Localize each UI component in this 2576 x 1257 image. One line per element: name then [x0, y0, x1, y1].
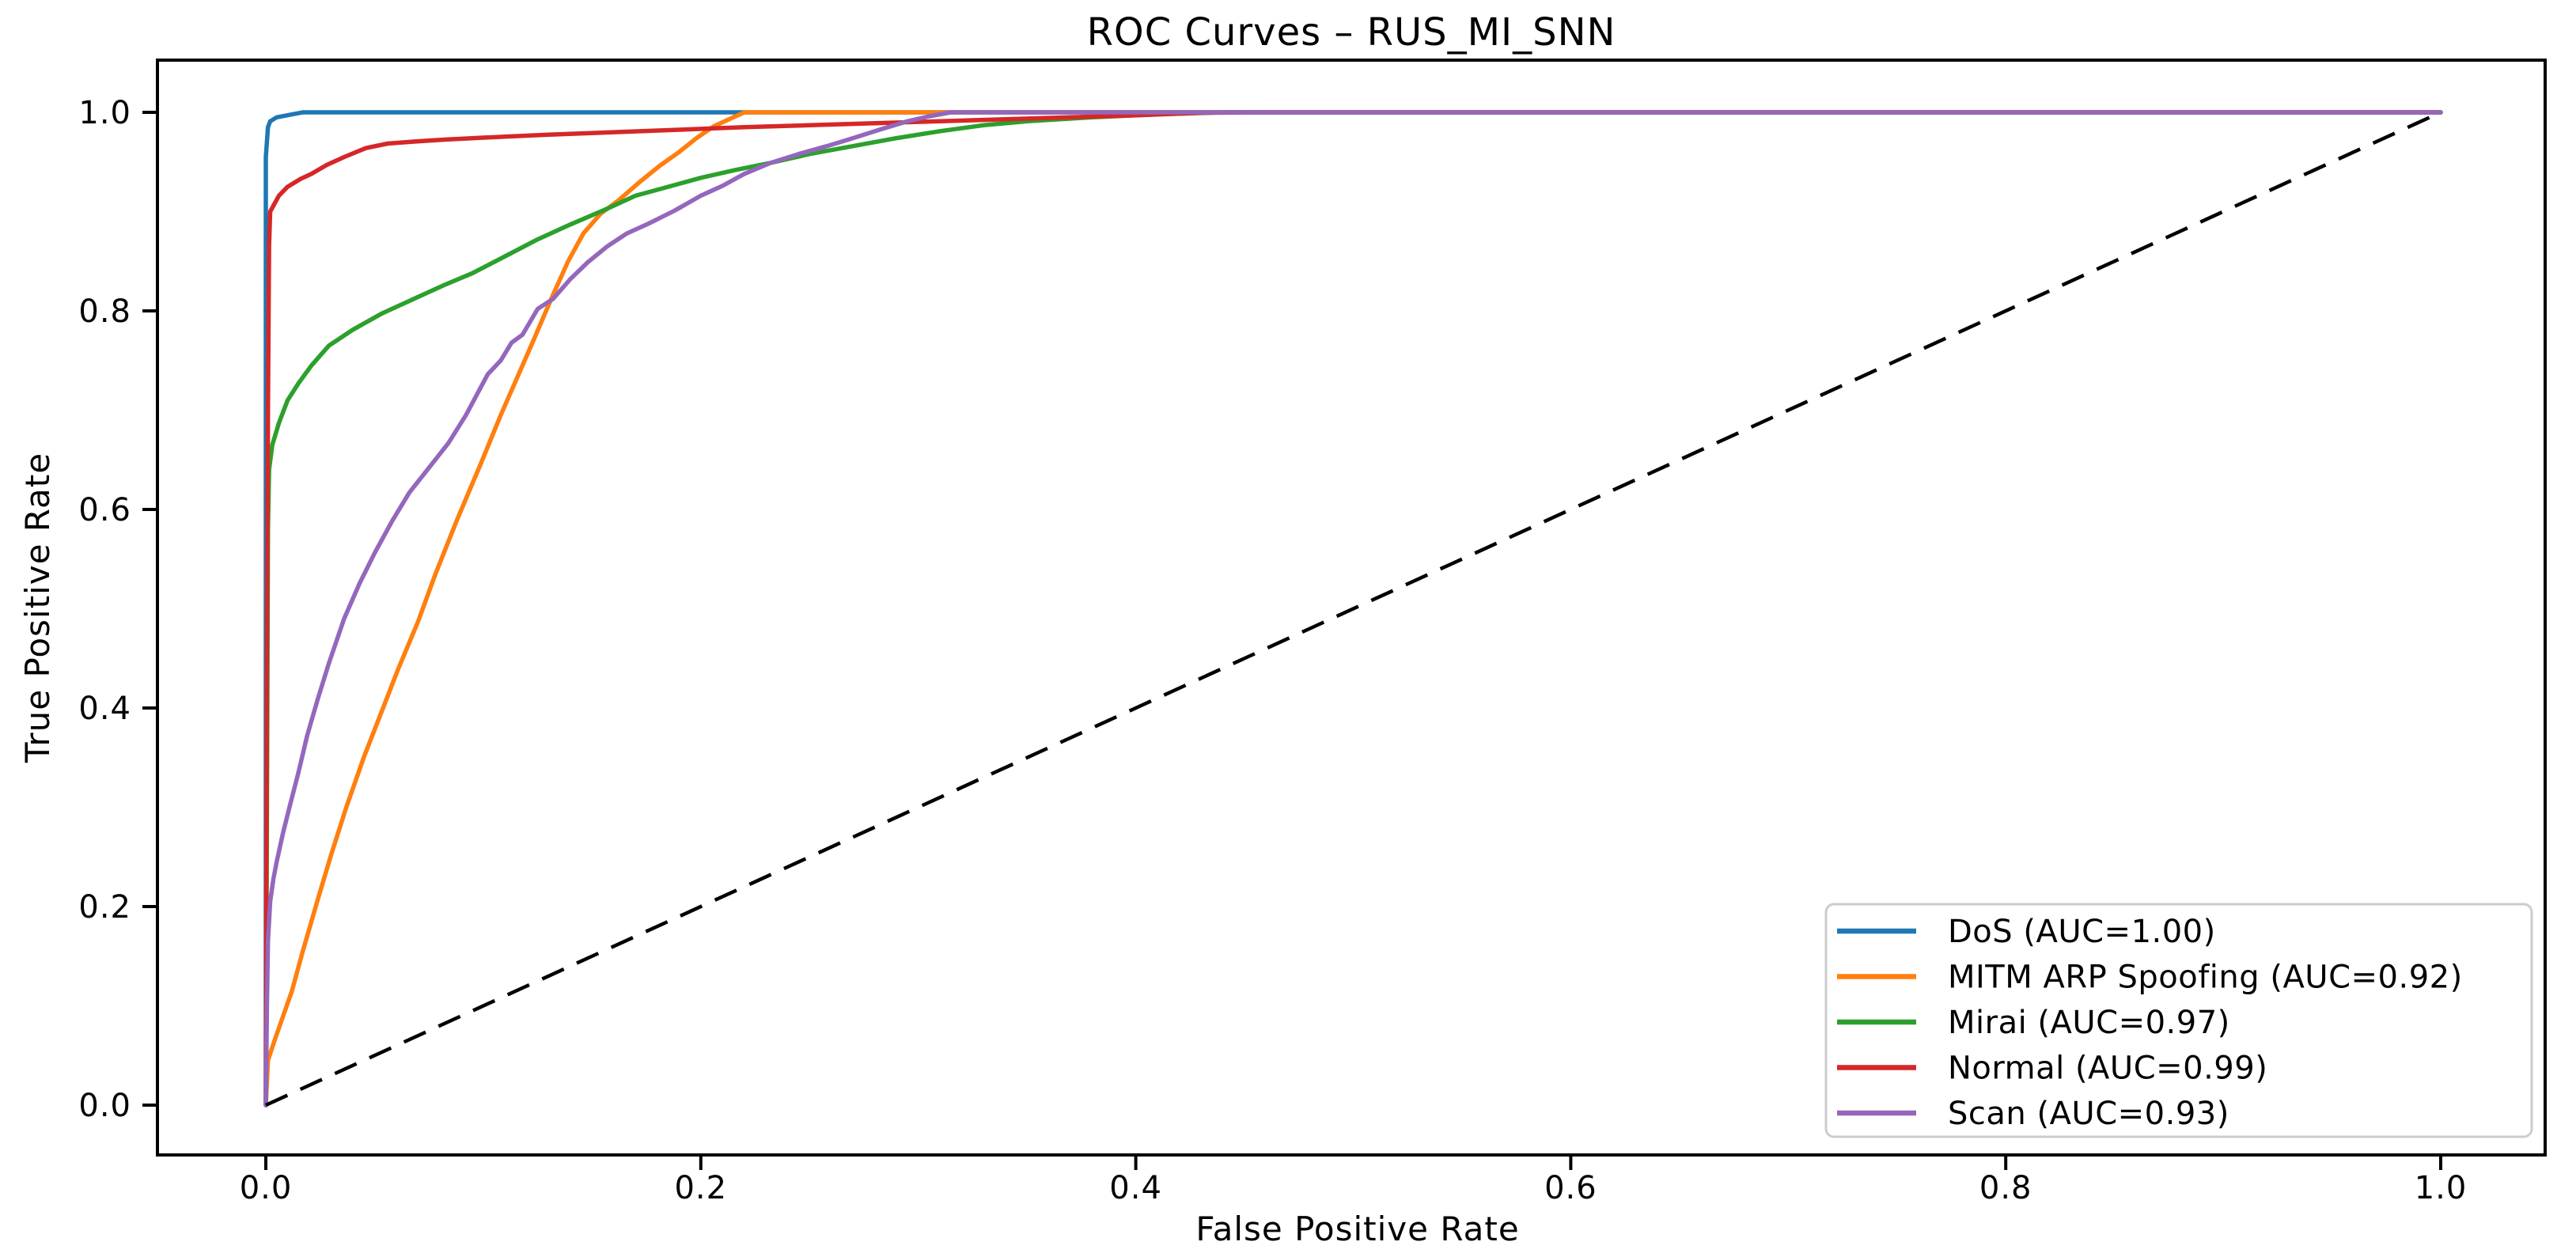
chance-diagonal-line	[265, 110, 2442, 1107]
legend-label: MITM ARP Spoofing (AUC=0.92)	[1948, 960, 2463, 996]
y-axis-label: True Positive Rate	[18, 452, 57, 763]
x-tick-label: 1.0	[2415, 1170, 2468, 1206]
x-tick-label: 0.4	[1109, 1170, 1162, 1206]
legend-box	[1824, 903, 2533, 1138]
roc-curve-scan	[263, 110, 2443, 1107]
legend-label: Mirai (AUC=0.97)	[1948, 1005, 2230, 1041]
roc-curve-mirai	[263, 110, 2443, 1107]
legend-row-mirai: Mirai (AUC=0.97)	[1837, 1005, 2230, 1041]
roc-curve-dos	[263, 110, 2443, 1107]
x-tick-label: 0.0	[240, 1170, 293, 1206]
x-tick-label: 0.8	[1979, 1170, 2032, 1206]
legend-label: Normal (AUC=0.99)	[1948, 1051, 2267, 1087]
x-tick-label: 0.6	[1544, 1170, 1597, 1206]
legend-row-dos: DoS (AUC=1.00)	[1837, 914, 2216, 950]
y-axis-tick-labels: 0.0 0.2 0.4 0.6 0.8 1.0	[78, 95, 131, 1124]
x-axis-tick-labels: 0.0 0.2 0.4 0.6 0.8 1.0	[240, 1170, 2468, 1206]
legend-row-scan: Scan (AUC=0.93)	[1837, 1096, 2229, 1132]
y-tick-label: 1.0	[78, 95, 131, 131]
roc-curve-normal	[263, 110, 2443, 1107]
legend: DoS (AUC=1.00) MITM ARP Spoofing (AUC=0.9…	[1824, 903, 2533, 1138]
y-axis-ticks	[142, 111, 157, 1107]
legend-label: Scan (AUC=0.93)	[1948, 1096, 2229, 1132]
legend-row-mitm-arp-spoofing: MITM ARP Spoofing (AUC=0.92)	[1837, 960, 2463, 996]
roc-curve-mitm-arp-spoofing	[263, 110, 2443, 1107]
legend-label: DoS (AUC=1.00)	[1948, 914, 2216, 950]
y-tick-label: 0.2	[78, 889, 131, 926]
x-tick-label: 0.2	[674, 1170, 727, 1206]
y-tick-label: 0.8	[78, 293, 131, 330]
x-axis-ticks	[264, 1155, 2442, 1170]
x-axis-label: False Positive Rate	[1195, 1210, 1519, 1248]
chart-title: ROC Curves – RUS_MI_SNN	[1087, 10, 1616, 55]
y-tick-label: 0.6	[78, 492, 131, 528]
legend-row-normal: Normal (AUC=0.99)	[1837, 1051, 2267, 1087]
roc-curves	[263, 110, 2443, 1107]
y-tick-label: 0.4	[78, 691, 131, 727]
y-tick-label: 0.0	[78, 1088, 131, 1124]
